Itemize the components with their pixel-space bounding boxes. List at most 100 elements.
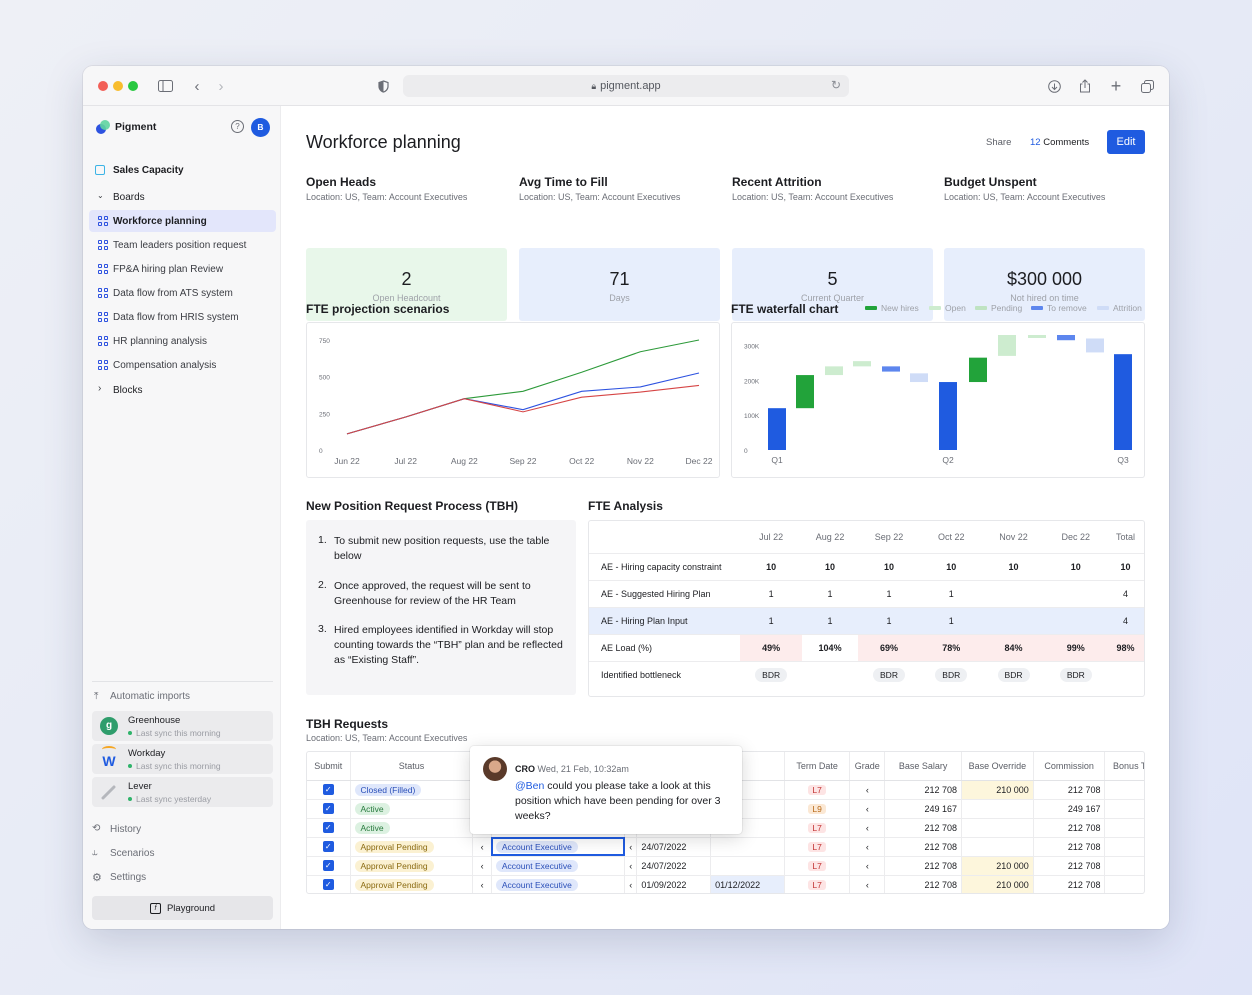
chevron-left-icon[interactable]: ‹	[472, 875, 492, 893]
help-icon[interactable]: ?	[231, 120, 244, 133]
fte-cell[interactable]	[982, 580, 1044, 607]
shield-icon[interactable]	[374, 77, 392, 95]
fte-cell[interactable]: 1	[948, 615, 954, 626]
chevron-left-icon[interactable]: ‹	[849, 818, 886, 838]
waterfall-bar[interactable]	[882, 366, 900, 372]
fte-cell[interactable]: 99%	[1044, 634, 1107, 661]
term-date-cell[interactable]: 01/12/2022	[710, 875, 785, 893]
waterfall-bar[interactable]	[1028, 335, 1046, 338]
waterfall-bar[interactable]	[1114, 354, 1132, 450]
bonus-cell[interactable]: 0%	[1104, 856, 1144, 876]
base-override-cell[interactable]	[961, 818, 1034, 838]
fte-cell[interactable]: 78%	[920, 634, 983, 661]
sidebar-item-hr-planning[interactable]: HR planning analysis	[89, 330, 276, 352]
fte-cell[interactable]: 4	[1122, 588, 1128, 599]
kpi-card[interactable]: $300 000 Not hired on time	[944, 248, 1145, 321]
fte-cell[interactable]: BDR	[858, 661, 920, 688]
grade-cell[interactable]: L7	[784, 780, 851, 800]
sidebar-toggle-icon[interactable]	[156, 77, 174, 95]
fte-cell[interactable]: 49%	[740, 634, 803, 661]
maximize-window-button[interactable]	[128, 81, 138, 91]
import-greenhouse[interactable]: g Greenhouse Last sync this morning	[92, 711, 273, 741]
import-workday[interactable]: W Workday Last sync this morning	[92, 744, 273, 774]
fte-cell[interactable]: BDR	[740, 661, 802, 688]
status-cell[interactable]: Closed (Filled)	[350, 780, 474, 800]
bonus-cell[interactable]: 0%	[1104, 818, 1144, 838]
status-cell[interactable]: Approval Pending	[350, 875, 474, 893]
fte-cell[interactable]: BDR	[920, 661, 982, 688]
grade-cell[interactable]: L7	[784, 837, 851, 857]
chevron-left-icon[interactable]: ‹	[472, 837, 492, 857]
sidebar-item-fpa-hiring[interactable]: FP&A hiring plan Review	[89, 258, 276, 280]
submit-checkbox[interactable]: ✓	[322, 860, 334, 871]
waterfall-bar[interactable]	[1086, 338, 1104, 353]
status-cell[interactable]: Approval Pending	[350, 856, 474, 876]
waterfall-bar[interactable]	[853, 361, 871, 367]
status-cell[interactable]: Active	[350, 818, 474, 838]
submit-checkbox[interactable]: ✓	[322, 879, 334, 890]
blocks-label[interactable]: Blocks	[113, 385, 143, 396]
waterfall-bar[interactable]	[768, 408, 786, 450]
fte-cell[interactable]: 10	[946, 561, 957, 572]
fte-cell[interactable]: BDR	[1045, 661, 1107, 688]
kpi-card[interactable]: 2 Open Headcount	[306, 248, 507, 321]
address-bar[interactable]: 🔒︎ pigment.app ↻	[403, 75, 849, 97]
chevron-right-icon[interactable]: ›	[98, 383, 102, 394]
fte-cell[interactable]: 1	[886, 588, 892, 599]
grade-cell[interactable]: L7	[784, 856, 851, 876]
kpi-card[interactable]: 5 Current Quarter	[732, 248, 933, 321]
base-salary-cell[interactable]: 212 708	[884, 780, 963, 800]
start-date-cell[interactable]: 24/07/2022	[636, 856, 712, 876]
bonus-cell[interactable]: 0%	[1104, 837, 1144, 857]
fte-cell[interactable]	[1045, 580, 1107, 607]
fte-cell[interactable]: BDR	[982, 661, 1044, 688]
status-cell[interactable]: Approval Pending	[350, 837, 474, 857]
grade-cell[interactable]: L9	[784, 799, 851, 819]
base-override-cell[interactable]: 210 000	[961, 875, 1034, 893]
sidebar-item-workforce-planning[interactable]: Workforce planning	[89, 210, 276, 232]
fte-cell[interactable]: 10	[1120, 561, 1131, 572]
tabs-overview-icon[interactable]	[1138, 77, 1156, 95]
back-icon[interactable]: ‹	[194, 77, 200, 95]
grade-cell[interactable]: L7	[784, 875, 851, 893]
base-override-cell[interactable]	[961, 799, 1034, 819]
commission-cell[interactable]: 249 167	[1033, 799, 1106, 819]
base-salary-cell[interactable]: 212 708	[884, 818, 963, 838]
fte-cell[interactable]	[982, 607, 1044, 634]
sidebar-item-compensation[interactable]: Compensation analysis	[89, 354, 276, 376]
chevron-left-icon[interactable]: ‹	[849, 837, 886, 857]
fte-cell[interactable]: 104%	[818, 642, 842, 653]
commission-cell[interactable]: 212 708	[1033, 837, 1106, 857]
waterfall-bar[interactable]	[998, 335, 1016, 356]
base-salary-cell[interactable]: 212 708	[884, 856, 963, 876]
avatar[interactable]: B	[251, 118, 270, 137]
grade-cell[interactable]: L7	[784, 818, 851, 838]
chevron-left-icon[interactable]: ‹	[624, 856, 638, 876]
series-line[interactable]	[346, 339, 700, 435]
base-override-cell[interactable]: 210 000	[961, 856, 1034, 876]
fte-cell[interactable]: 4	[1122, 615, 1128, 626]
share-button[interactable]: Share	[986, 137, 1012, 148]
base-salary-cell[interactable]: 212 708	[884, 837, 963, 857]
sidebar-item-ats-flow[interactable]: Data flow from ATS system	[89, 282, 276, 304]
submit-checkbox[interactable]: ✓	[322, 841, 334, 852]
bonus-cell[interactable]: 0%	[1104, 780, 1144, 800]
fte-cell[interactable]: 84%	[982, 634, 1045, 661]
fte-cell[interactable]: 1	[948, 588, 954, 599]
term-date-cell[interactable]	[710, 837, 785, 857]
minimize-window-button[interactable]	[113, 81, 123, 91]
reload-icon[interactable]: ↻	[830, 78, 841, 92]
bonus-cell[interactable]: 0%	[1104, 799, 1144, 819]
waterfall-bar[interactable]	[1057, 335, 1075, 341]
commission-cell[interactable]: 212 708	[1033, 875, 1106, 893]
waterfall-bar[interactable]	[910, 373, 928, 383]
status-cell[interactable]: Active	[350, 799, 474, 819]
chevron-left-icon[interactable]: ‹	[849, 856, 886, 876]
fte-cell[interactable]: 1	[827, 588, 833, 599]
series-line[interactable]	[346, 384, 700, 435]
term-date-cell[interactable]	[710, 856, 785, 876]
edit-button[interactable]: Edit	[1107, 130, 1145, 154]
kpi-card[interactable]: 71 Days	[519, 248, 720, 321]
role-cell[interactable]: Account Executive	[491, 837, 626, 857]
submit-checkbox[interactable]: ✓	[322, 784, 334, 795]
